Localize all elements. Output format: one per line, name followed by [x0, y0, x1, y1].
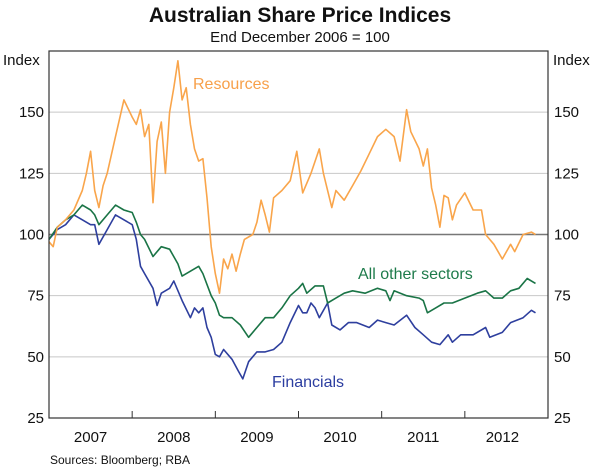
- y-axis-label-right: Index: [553, 52, 590, 69]
- y-tick-label-right: 50: [554, 349, 571, 366]
- x-tick-label: 2012: [486, 429, 519, 446]
- y-tick-label-right: 25: [554, 410, 571, 427]
- y-tick-label-left: 150: [19, 104, 44, 121]
- x-tick-label: 2011: [407, 429, 439, 446]
- y-axis-label-left: Index: [3, 52, 40, 69]
- y-tick-label-left: 100: [19, 227, 44, 244]
- series-line-financials: [48, 214, 536, 380]
- x-tick-label: 2007: [74, 429, 107, 446]
- series-label-financials: Financials: [272, 374, 344, 391]
- y-tick-label-right: 75: [554, 288, 571, 305]
- y-tick-label-left: 25: [27, 410, 44, 427]
- y-tick-label-right: 150: [554, 104, 579, 121]
- x-tick-label: 2008: [157, 429, 190, 446]
- series-line-resources: [48, 60, 536, 294]
- chart-subtitle: End December 2006 = 100: [210, 29, 390, 46]
- y-tick-label-right: 125: [554, 165, 579, 182]
- series-label-resources: Resources: [193, 76, 269, 93]
- series-label-all-other-sectors: All other sectors: [358, 266, 473, 283]
- chart-title: Australian Share Price Indices: [149, 4, 451, 27]
- y-tick-label-left: 75: [27, 288, 44, 305]
- series-line-all-other-sectors: [48, 204, 536, 339]
- y-tick-label-left: 125: [19, 165, 44, 182]
- x-tick-label: 2009: [240, 429, 273, 446]
- source-note: Sources: Bloomberg; RBA: [50, 453, 190, 467]
- x-tick-label: 2010: [323, 429, 356, 446]
- y-tick-label-right: 100: [554, 227, 579, 244]
- y-tick-label-left: 50: [27, 349, 44, 366]
